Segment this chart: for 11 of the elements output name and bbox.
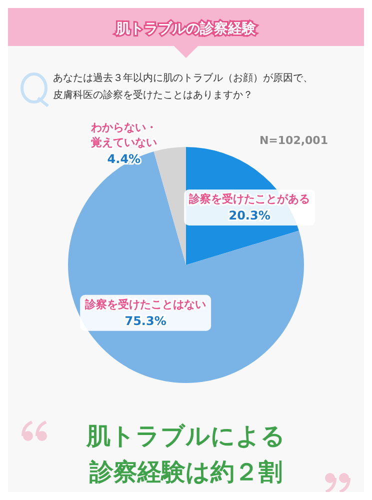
text: 肌トラブルによる [86,422,286,450]
pie-slice [154,147,186,265]
slice-label: 診察を受けたことがある [188,192,310,206]
text: 診察経験は約２割 [88,458,282,486]
text: N=102,001 [259,134,328,147]
chart-subtitle: あなたは過去３年以内に肌のトラブル（お顔）が原因で、皮膚科医の診察を受けたことはありますか？ [53,72,313,101]
data-label: 20.3% [228,208,270,222]
chart-title: 肌トラブルの診察経験 [115,20,257,37]
slice-label: 診察を受けたことはない [84,298,206,311]
slice-label: わからない・覚えていない [90,121,157,150]
data-label: 75.3% [124,314,166,328]
